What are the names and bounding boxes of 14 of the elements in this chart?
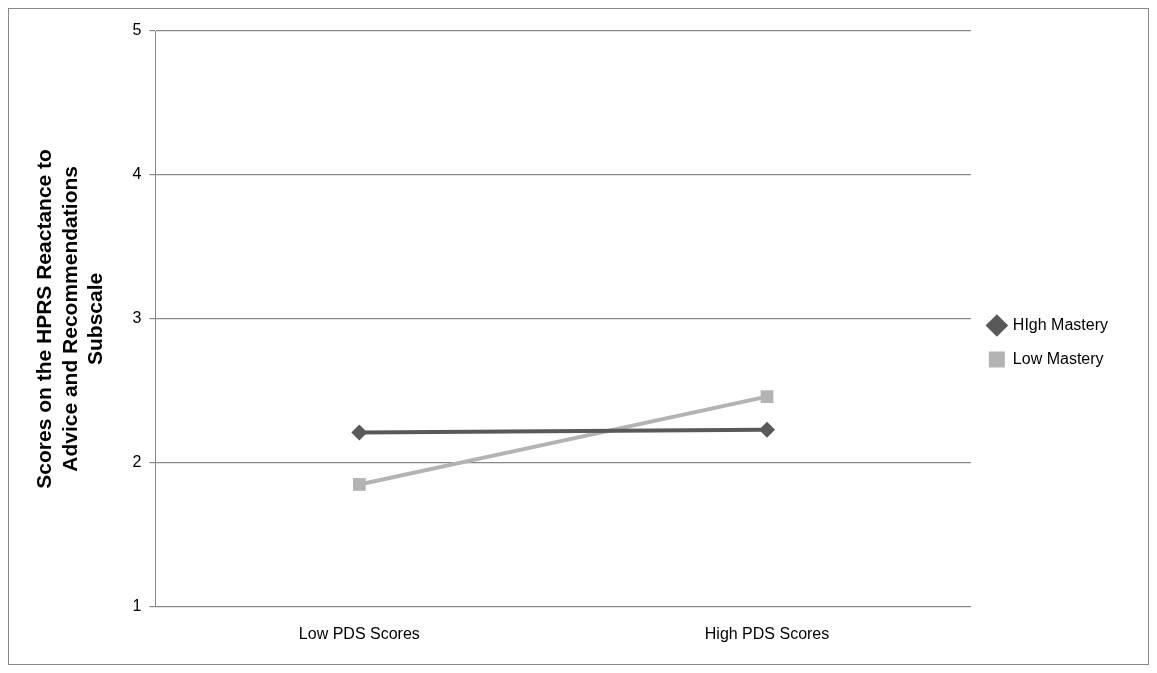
x-tick-label: Low PDS Scores (298, 624, 420, 642)
y-tick-label: 1 (132, 597, 142, 615)
point (351, 424, 368, 441)
x-tick-label: High PDS Scores (704, 624, 830, 642)
point (352, 478, 366, 491)
y-tick-label: 3 (132, 309, 142, 327)
y-tick-label: 4 (132, 165, 142, 183)
y-tick-label: 5 (132, 21, 142, 39)
point (759, 421, 776, 438)
y-axis-title: Scores on the HPRS Reactance to Advice and Recommendations Subscale (32, 149, 106, 489)
legend-label: Low Mastery (1012, 349, 1104, 367)
point (760, 390, 774, 403)
legend-label: HIgh Mastery (1012, 315, 1108, 333)
y-tick-label: 2 (132, 453, 142, 471)
